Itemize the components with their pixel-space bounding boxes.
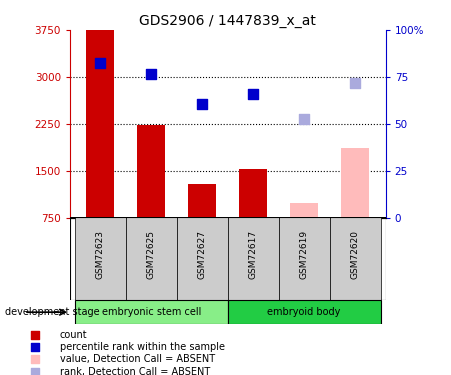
Text: count: count (60, 330, 87, 340)
Point (249, 92, 257, 98)
Text: development stage: development stage (5, 307, 99, 317)
Title: GDS2906 / 1447839_x_at: GDS2906 / 1447839_x_at (139, 13, 316, 28)
Bar (126, 217, 177, 300)
Text: GSM72620: GSM72620 (350, 230, 359, 279)
Text: GSM72625: GSM72625 (147, 230, 156, 279)
Text: GSM72617: GSM72617 (249, 230, 258, 279)
Point (32, 332, 39, 338)
Bar (279, 217, 330, 300)
Point (351, 80, 359, 86)
Point (32, 369, 39, 375)
Bar (330, 217, 381, 300)
Bar (290, 203, 318, 217)
Text: GSM72627: GSM72627 (198, 230, 207, 279)
Bar (341, 147, 369, 218)
Text: embryoid body: embryoid body (267, 307, 341, 317)
Text: GSM72623: GSM72623 (96, 230, 105, 279)
Point (300, 116, 308, 122)
Bar (75, 300, 228, 324)
Bar (138, 125, 166, 217)
Bar (239, 170, 267, 217)
Text: embryonic stem cell: embryonic stem cell (101, 307, 201, 317)
Text: value, Detection Call = ABSENT: value, Detection Call = ABSENT (60, 354, 215, 364)
Bar (228, 300, 381, 324)
Point (199, 101, 206, 107)
Text: percentile rank within the sample: percentile rank within the sample (60, 342, 225, 352)
Bar (189, 184, 216, 218)
Text: rank, Detection Call = ABSENT: rank, Detection Call = ABSENT (60, 367, 210, 375)
Point (97, 60, 104, 66)
Point (148, 71, 155, 77)
Bar (87, 30, 115, 217)
Point (32, 356, 39, 362)
Bar (75, 217, 126, 300)
Bar (228, 217, 279, 300)
Text: GSM72619: GSM72619 (299, 230, 308, 279)
Bar (177, 217, 228, 300)
Point (32, 344, 39, 350)
